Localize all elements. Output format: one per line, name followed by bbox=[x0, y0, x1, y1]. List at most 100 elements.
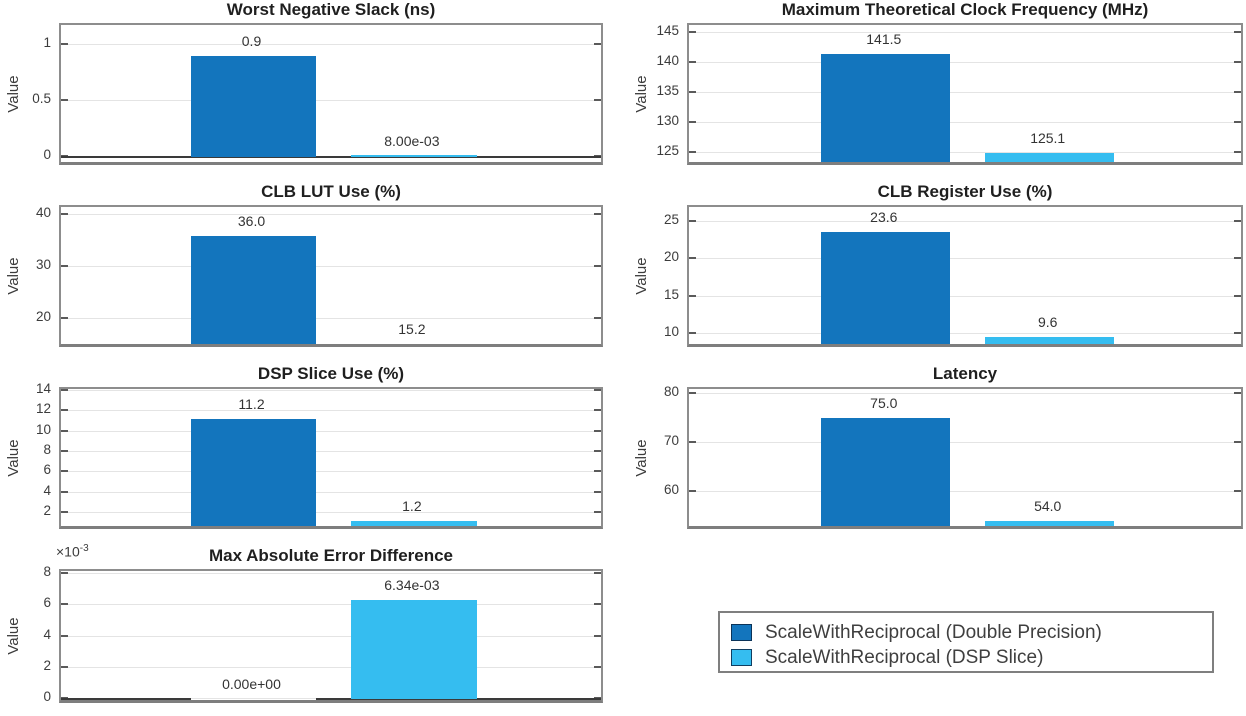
y-tick-label: 6 bbox=[43, 462, 51, 478]
y-tick-mark bbox=[61, 450, 68, 453]
y-tick-mark bbox=[1234, 440, 1241, 443]
bar-double-precision bbox=[190, 56, 317, 158]
plot-area bbox=[687, 205, 1243, 347]
gridline bbox=[689, 258, 1241, 260]
y-tick-mark bbox=[61, 316, 68, 319]
gridline bbox=[61, 410, 601, 412]
gridline bbox=[61, 635, 601, 637]
y-tick-mark bbox=[689, 257, 696, 260]
y-tick-mark bbox=[61, 490, 68, 493]
y-tick-mark bbox=[1234, 151, 1241, 154]
bar-value-label: 54.0 bbox=[1034, 498, 1062, 515]
y-axis-label: Value bbox=[633, 257, 650, 295]
y-tick-label: 15 bbox=[663, 286, 679, 302]
gridline bbox=[689, 490, 1241, 492]
bar-double-precision bbox=[821, 53, 951, 162]
gridline bbox=[689, 122, 1241, 124]
gridline bbox=[689, 295, 1241, 297]
y-tick-mark bbox=[594, 571, 601, 574]
y-tick-label: 0 bbox=[43, 689, 51, 705]
gridline bbox=[61, 44, 601, 46]
y-tick-label: 140 bbox=[656, 52, 679, 68]
chart-title: Max Absolute Error Difference bbox=[208, 546, 454, 565]
y-tick-label: 1 bbox=[43, 35, 51, 51]
gridline bbox=[689, 220, 1241, 222]
y-tick-label: 80 bbox=[663, 383, 679, 399]
legend: ScaleWithReciprocal (Double Precision) S… bbox=[718, 611, 1214, 673]
y-tick-mark bbox=[1234, 294, 1241, 297]
y-tick-mark bbox=[61, 99, 68, 102]
y-tick-label: 60 bbox=[663, 481, 679, 497]
y-tick-mark bbox=[594, 450, 601, 453]
legend-entry: ScaleWithReciprocal (Double Precision) bbox=[731, 620, 1212, 645]
bar-dsp-slice bbox=[350, 155, 477, 158]
bar-value-label: 125.1 bbox=[1030, 129, 1066, 146]
y-tick-label: 20 bbox=[35, 308, 51, 324]
y-tick-mark bbox=[689, 121, 696, 124]
gridline bbox=[689, 91, 1241, 93]
bar-double-precision bbox=[821, 232, 951, 344]
y-tick-mark bbox=[61, 571, 68, 574]
y-tick-mark bbox=[594, 43, 601, 46]
gridline bbox=[61, 698, 601, 700]
y-tick-mark bbox=[61, 389, 68, 392]
y-axis-label: Value bbox=[633, 75, 650, 113]
y-tick-mark bbox=[594, 99, 601, 102]
plot-area bbox=[59, 23, 603, 165]
y-tick-mark bbox=[594, 316, 601, 319]
y-tick-label: 0.5 bbox=[32, 91, 51, 107]
y-tick-mark bbox=[61, 634, 68, 637]
y-tick-label: 125 bbox=[656, 143, 679, 159]
plot-area bbox=[59, 569, 603, 703]
chart-title: Maximum Theoretical Clock Frequency (MHz… bbox=[781, 0, 1149, 19]
y-tick-mark bbox=[689, 151, 696, 154]
gridline bbox=[61, 491, 601, 493]
gridline bbox=[61, 572, 601, 574]
y-tick-mark bbox=[61, 697, 68, 700]
gridline bbox=[61, 390, 601, 392]
bar-value-label: 36.0 bbox=[237, 212, 266, 229]
y-tick-label: 4 bbox=[43, 626, 51, 642]
chart-title: DSP Slice Use (%) bbox=[257, 364, 405, 383]
gridline bbox=[689, 392, 1241, 394]
y-tick-mark bbox=[61, 43, 68, 46]
axis-multiplier-label: ×10-3 bbox=[56, 543, 89, 560]
gridline bbox=[61, 100, 601, 102]
y-tick-mark bbox=[594, 155, 601, 158]
y-tick-mark bbox=[1234, 121, 1241, 124]
y-tick-mark bbox=[689, 294, 696, 297]
y-tick-mark bbox=[689, 332, 696, 335]
y-tick-mark bbox=[689, 489, 696, 492]
y-tick-label: 14 bbox=[35, 381, 51, 397]
bar-value-label: 15.2 bbox=[398, 320, 426, 337]
y-tick-mark bbox=[594, 470, 601, 473]
gridline bbox=[689, 61, 1241, 63]
y-tick-mark bbox=[689, 219, 696, 222]
y-tick-label: 10 bbox=[35, 421, 51, 437]
y-tick-mark bbox=[594, 409, 601, 412]
y-tick-label: 4 bbox=[43, 482, 51, 498]
gridline bbox=[61, 265, 601, 267]
y-tick-mark bbox=[61, 603, 68, 606]
y-tick-mark bbox=[61, 511, 68, 513]
y-tick-mark bbox=[1234, 219, 1241, 222]
y-tick-label: 10 bbox=[663, 324, 679, 340]
y-tick-mark bbox=[594, 389, 601, 392]
y-tick-mark bbox=[61, 429, 68, 432]
y-tick-label: 70 bbox=[663, 432, 679, 448]
bar-double-precision bbox=[190, 419, 317, 526]
bar-value-label: 141.5 bbox=[866, 30, 902, 47]
bar-dsp-slice bbox=[985, 521, 1115, 526]
y-tick-label: 8 bbox=[43, 442, 51, 458]
y-axis-label: Value bbox=[633, 439, 650, 477]
y-tick-label: 20 bbox=[663, 249, 679, 265]
y-tick-mark bbox=[689, 60, 696, 63]
bar-value-label: 9.6 bbox=[1037, 314, 1058, 331]
legend-swatch-dsp-slice bbox=[731, 649, 752, 666]
y-tick-label: 6 bbox=[43, 595, 51, 611]
y-tick-mark bbox=[594, 603, 601, 606]
y-tick-label: 8 bbox=[43, 563, 51, 579]
gridline bbox=[61, 451, 601, 453]
